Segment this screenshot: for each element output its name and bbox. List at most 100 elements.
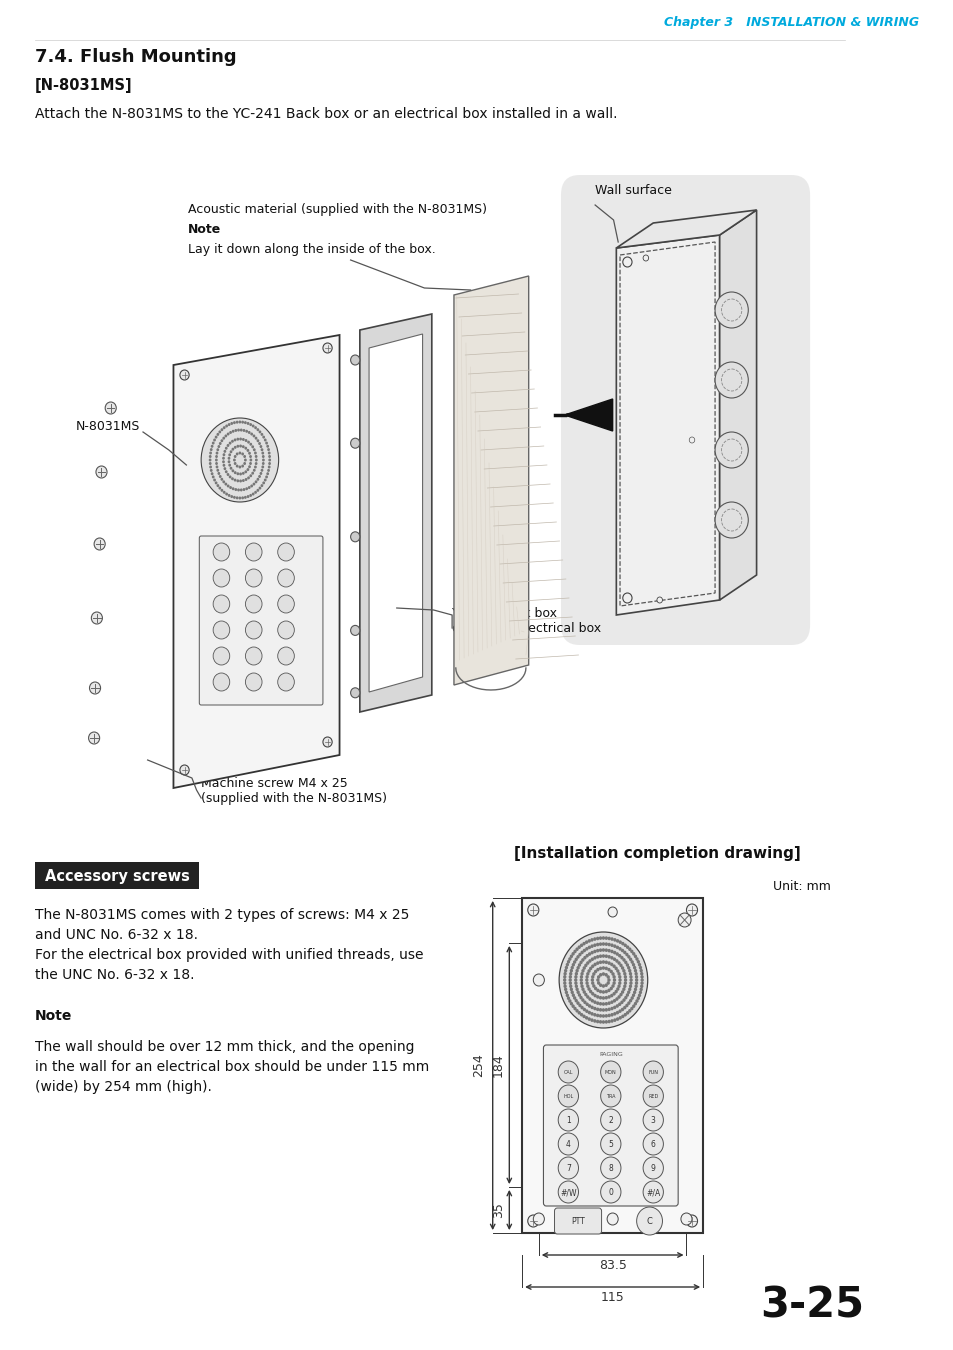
Circle shape xyxy=(614,990,618,994)
Circle shape xyxy=(227,472,229,477)
Circle shape xyxy=(230,495,233,498)
Circle shape xyxy=(715,432,747,468)
Circle shape xyxy=(639,991,641,994)
Circle shape xyxy=(574,972,578,976)
Circle shape xyxy=(562,979,566,981)
Circle shape xyxy=(607,954,610,958)
Circle shape xyxy=(597,975,599,979)
Circle shape xyxy=(351,532,359,541)
Circle shape xyxy=(247,440,250,444)
Circle shape xyxy=(253,482,255,486)
Text: TRA: TRA xyxy=(605,1094,615,1099)
Text: Lay it down along the inside of the box.: Lay it down along the inside of the box. xyxy=(188,243,436,256)
Circle shape xyxy=(268,459,271,462)
Circle shape xyxy=(239,489,242,491)
Circle shape xyxy=(625,945,629,949)
Circle shape xyxy=(253,491,256,494)
Circle shape xyxy=(570,991,574,994)
Circle shape xyxy=(604,1014,607,1018)
Circle shape xyxy=(256,489,259,491)
Circle shape xyxy=(601,936,604,940)
Circle shape xyxy=(631,963,635,967)
Circle shape xyxy=(215,455,217,458)
Circle shape xyxy=(578,963,580,967)
Text: Acoustic material (supplied with the N-8031MS): Acoustic material (supplied with the N-8… xyxy=(188,202,487,216)
Text: YC-241 Back box
or 5-gang electrical box: YC-241 Back box or 5-gang electrical box xyxy=(452,608,600,634)
Circle shape xyxy=(258,475,261,478)
Circle shape xyxy=(604,942,607,946)
Circle shape xyxy=(604,996,607,999)
Circle shape xyxy=(243,455,246,458)
Circle shape xyxy=(211,472,213,475)
Circle shape xyxy=(222,436,225,440)
Circle shape xyxy=(241,497,244,500)
Circle shape xyxy=(228,494,231,497)
Circle shape xyxy=(213,439,215,441)
Circle shape xyxy=(625,994,628,996)
Circle shape xyxy=(229,431,232,433)
Circle shape xyxy=(611,972,614,976)
Circle shape xyxy=(256,478,259,481)
Circle shape xyxy=(639,969,642,972)
Circle shape xyxy=(600,1108,620,1131)
Circle shape xyxy=(615,958,618,963)
Circle shape xyxy=(259,472,262,475)
Circle shape xyxy=(210,468,213,472)
Circle shape xyxy=(639,988,642,991)
Circle shape xyxy=(596,979,598,981)
Text: 7: 7 xyxy=(565,1164,570,1173)
Circle shape xyxy=(242,489,245,491)
Circle shape xyxy=(626,967,630,969)
Circle shape xyxy=(234,489,237,491)
Text: Wall surface: Wall surface xyxy=(595,184,671,197)
Circle shape xyxy=(213,595,230,613)
Circle shape xyxy=(96,466,107,478)
Text: [Installation completion drawing]: [Installation completion drawing] xyxy=(513,846,800,861)
Circle shape xyxy=(626,954,630,958)
Circle shape xyxy=(260,433,263,436)
Circle shape xyxy=(235,497,238,500)
Circle shape xyxy=(598,1021,601,1023)
Circle shape xyxy=(576,1002,579,1004)
Circle shape xyxy=(613,1006,616,1010)
Circle shape xyxy=(223,450,226,452)
Circle shape xyxy=(569,969,573,972)
Circle shape xyxy=(601,1008,604,1011)
Circle shape xyxy=(624,953,628,956)
Circle shape xyxy=(680,1214,691,1224)
Circle shape xyxy=(587,1018,590,1021)
Circle shape xyxy=(222,464,225,467)
Circle shape xyxy=(607,988,610,992)
Circle shape xyxy=(686,1215,697,1227)
Circle shape xyxy=(265,475,268,478)
Text: Chapter 3   INSTALLATION & WIRING: Chapter 3 INSTALLATION & WIRING xyxy=(663,16,919,28)
Polygon shape xyxy=(719,211,756,599)
Circle shape xyxy=(233,459,235,462)
Circle shape xyxy=(590,938,593,942)
Circle shape xyxy=(180,765,189,775)
Circle shape xyxy=(617,961,620,965)
Text: 184: 184 xyxy=(491,1053,504,1077)
Circle shape xyxy=(587,952,591,956)
Circle shape xyxy=(642,255,648,261)
Text: #/A: #/A xyxy=(645,1188,659,1197)
Circle shape xyxy=(621,998,625,1002)
Circle shape xyxy=(569,1002,573,1006)
Circle shape xyxy=(596,968,598,972)
Circle shape xyxy=(216,433,219,436)
Text: CAL: CAL xyxy=(563,1071,573,1075)
Circle shape xyxy=(266,444,269,448)
Circle shape xyxy=(250,432,253,436)
Circle shape xyxy=(607,968,610,972)
Circle shape xyxy=(563,972,566,976)
Circle shape xyxy=(610,1000,613,1004)
Circle shape xyxy=(262,459,265,462)
Circle shape xyxy=(629,975,632,979)
Circle shape xyxy=(622,256,632,267)
Circle shape xyxy=(604,948,607,952)
Circle shape xyxy=(634,972,638,976)
Circle shape xyxy=(686,904,697,917)
Circle shape xyxy=(575,948,578,950)
Circle shape xyxy=(213,543,230,562)
Circle shape xyxy=(610,944,613,948)
